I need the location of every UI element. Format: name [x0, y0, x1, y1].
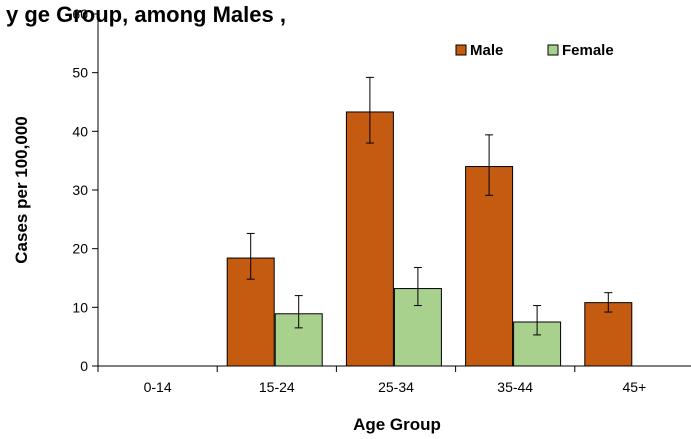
legend-swatch-male [455, 44, 467, 56]
x-axis-title: Age Group [353, 415, 441, 434]
x-tick-label: 0-14 [144, 379, 172, 395]
bar-male-25-34 [345, 111, 394, 367]
y-tick-label: 50 [72, 65, 88, 81]
chart-title: y ge Group, among Males , [6, 2, 286, 27]
error-bar-female-25-34 [413, 266, 422, 307]
error-bar-male-25-34 [365, 76, 374, 144]
error-bar-male-15-24 [246, 232, 255, 280]
error-bar-male-45+ [604, 292, 613, 313]
error-bar-male-35-44 [485, 134, 494, 196]
legend: Male Female [455, 42, 614, 59]
y-tick-label: 60 [72, 6, 88, 22]
legend-label-female: Female [562, 42, 614, 59]
y-tick-label: 0 [80, 358, 88, 374]
y-axis-title: Cases per 100,000 [12, 116, 31, 263]
y-tick-label: 10 [72, 299, 88, 315]
error-bar-female-15-24 [294, 295, 303, 329]
bar-male-45+ [584, 302, 633, 367]
error-bar-female-35-44 [533, 305, 542, 336]
bar-female-15-24 [274, 313, 323, 367]
legend-label-male: Male [470, 42, 503, 59]
bar-male-35-44 [465, 166, 514, 367]
x-tick-label: 15-24 [259, 379, 295, 395]
x-tick-label: 35-44 [497, 379, 533, 395]
x-tick-label: 25-34 [378, 379, 414, 395]
x-tick-label: 45+ [623, 379, 647, 395]
legend-swatch-female [547, 44, 559, 56]
plot-area: 0 10 20 30 40 50 60 0-14 15-24 25-34 35-44 45+ [72, 6, 691, 395]
y-tick-label: 20 [72, 241, 88, 257]
y-tick-label: 40 [72, 123, 88, 139]
y-tick-label: 30 [72, 182, 88, 198]
